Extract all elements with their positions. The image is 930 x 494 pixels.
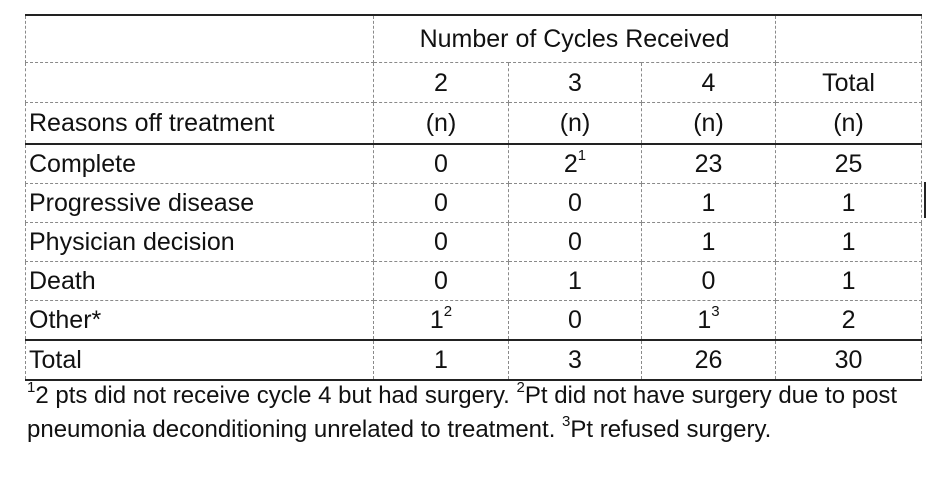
cell-value: 1 xyxy=(701,228,716,256)
row-label: Complete xyxy=(25,143,374,184)
units-row: Reasons off treatment (n) (n) (n) (n) xyxy=(25,102,923,145)
table-cell: 0 xyxy=(373,261,509,301)
table-cell: 12 xyxy=(373,300,509,341)
table-cell: 0 xyxy=(508,222,642,262)
header-blank-cell xyxy=(25,62,374,103)
table-cell: 13 xyxy=(640,300,777,341)
cell-value: 25 xyxy=(834,150,863,178)
cell-value: 1 xyxy=(841,228,856,256)
footnote-mark: 1 xyxy=(577,146,587,164)
cell-value: 1 xyxy=(841,189,856,217)
cell-value: 0 xyxy=(568,228,582,256)
cell-value: 23 xyxy=(694,150,723,178)
table-cell: 1 xyxy=(640,222,777,262)
table-cell: 21 xyxy=(508,143,642,184)
cell-value: 1 xyxy=(701,189,716,217)
unit-cell: (n) xyxy=(508,102,642,145)
cell-value: 2 xyxy=(841,306,856,334)
footnote-1: 2 pts did not receive cycle 4 but had su… xyxy=(35,382,517,409)
cell-value: 0 xyxy=(434,150,448,178)
text-cursor xyxy=(924,182,926,218)
table-cell: 0 xyxy=(373,183,509,223)
column-header-4: 4 xyxy=(640,62,777,103)
cell-value: 1 xyxy=(841,267,856,295)
table-cell: 0 xyxy=(373,222,509,262)
footnote-mark: 2 xyxy=(443,302,453,320)
footnote-mark: 3 xyxy=(711,302,720,320)
total-cell: 30 xyxy=(775,339,923,381)
group-header: Number of Cycles Received xyxy=(372,14,777,63)
total-cell: 1 xyxy=(373,339,509,381)
cycles-table: Number of Cycles Received 2 3 4 Total Re… xyxy=(25,14,923,381)
header-blank-cell xyxy=(775,14,923,63)
table-cell: 1 xyxy=(775,261,923,301)
total-label: Total xyxy=(25,339,374,381)
unit-cell: (n) xyxy=(775,102,923,145)
footnote-mark: 1 xyxy=(27,379,36,396)
cell-value: 1 xyxy=(568,267,582,295)
table-cell: 2 xyxy=(775,300,923,341)
cell-value: 0 xyxy=(434,267,448,295)
column-header-3: 3 xyxy=(508,62,642,103)
total-row: Total 1 3 26 30 xyxy=(25,339,923,381)
footnote-mark: 2 xyxy=(516,379,525,396)
group-header-row: Number of Cycles Received xyxy=(25,14,923,63)
cell-value: 0 xyxy=(568,306,582,334)
table-cell: 0 xyxy=(508,300,642,341)
unit-cell: (n) xyxy=(640,102,777,145)
footnote-mark: 3 xyxy=(562,413,571,430)
table-cell: 1 xyxy=(640,183,777,223)
cell-value: 1 xyxy=(697,306,712,334)
unit-cell: (n) xyxy=(373,102,509,145)
total-cell: 3 xyxy=(508,339,642,381)
footnotes: 12 pts did not receive cycle 4 but had s… xyxy=(27,379,927,447)
column-header-total: Total xyxy=(775,62,923,103)
table-row: Physician decision 0 0 1 1 xyxy=(25,222,923,262)
table-row: Complete 0 21 23 25 xyxy=(25,143,923,184)
cell-value: 0 xyxy=(701,267,716,295)
total-cell: 26 xyxy=(640,339,777,381)
footnote-2: Pt did not have surgery due to post pneu… xyxy=(27,382,898,443)
cell-value: 0 xyxy=(568,189,582,217)
cell-value: 0 xyxy=(434,189,448,217)
table-cell: 1 xyxy=(775,222,923,262)
table-cell: 0 xyxy=(640,261,777,301)
table-row: Progressive disease 0 0 1 1 xyxy=(25,183,923,223)
row-header-label: Reasons off treatment xyxy=(25,102,374,145)
cell-value: 1 xyxy=(429,306,444,334)
table-cell: 1 xyxy=(775,183,923,223)
header-blank-cell xyxy=(25,14,374,63)
column-header-2: 2 xyxy=(373,62,509,103)
column-header-row: 2 3 4 Total xyxy=(25,62,923,103)
cell-value: 2 xyxy=(563,150,578,178)
table-cell: 0 xyxy=(508,183,642,223)
row-label: Other* xyxy=(25,300,374,341)
table-cell: 0 xyxy=(373,143,509,184)
cell-value: 0 xyxy=(434,228,448,256)
table-cell: 25 xyxy=(775,143,923,184)
table-row: Other* 12 0 13 2 xyxy=(25,300,923,341)
table-cell: 23 xyxy=(640,143,777,184)
table-cell: 1 xyxy=(508,261,642,301)
table-row: Death 0 1 0 1 xyxy=(25,261,923,301)
footnote-3: Pt refused surgery. xyxy=(570,416,772,443)
row-label: Physician decision xyxy=(25,222,374,262)
row-label: Death xyxy=(25,261,374,301)
row-label: Progressive disease xyxy=(25,183,374,223)
